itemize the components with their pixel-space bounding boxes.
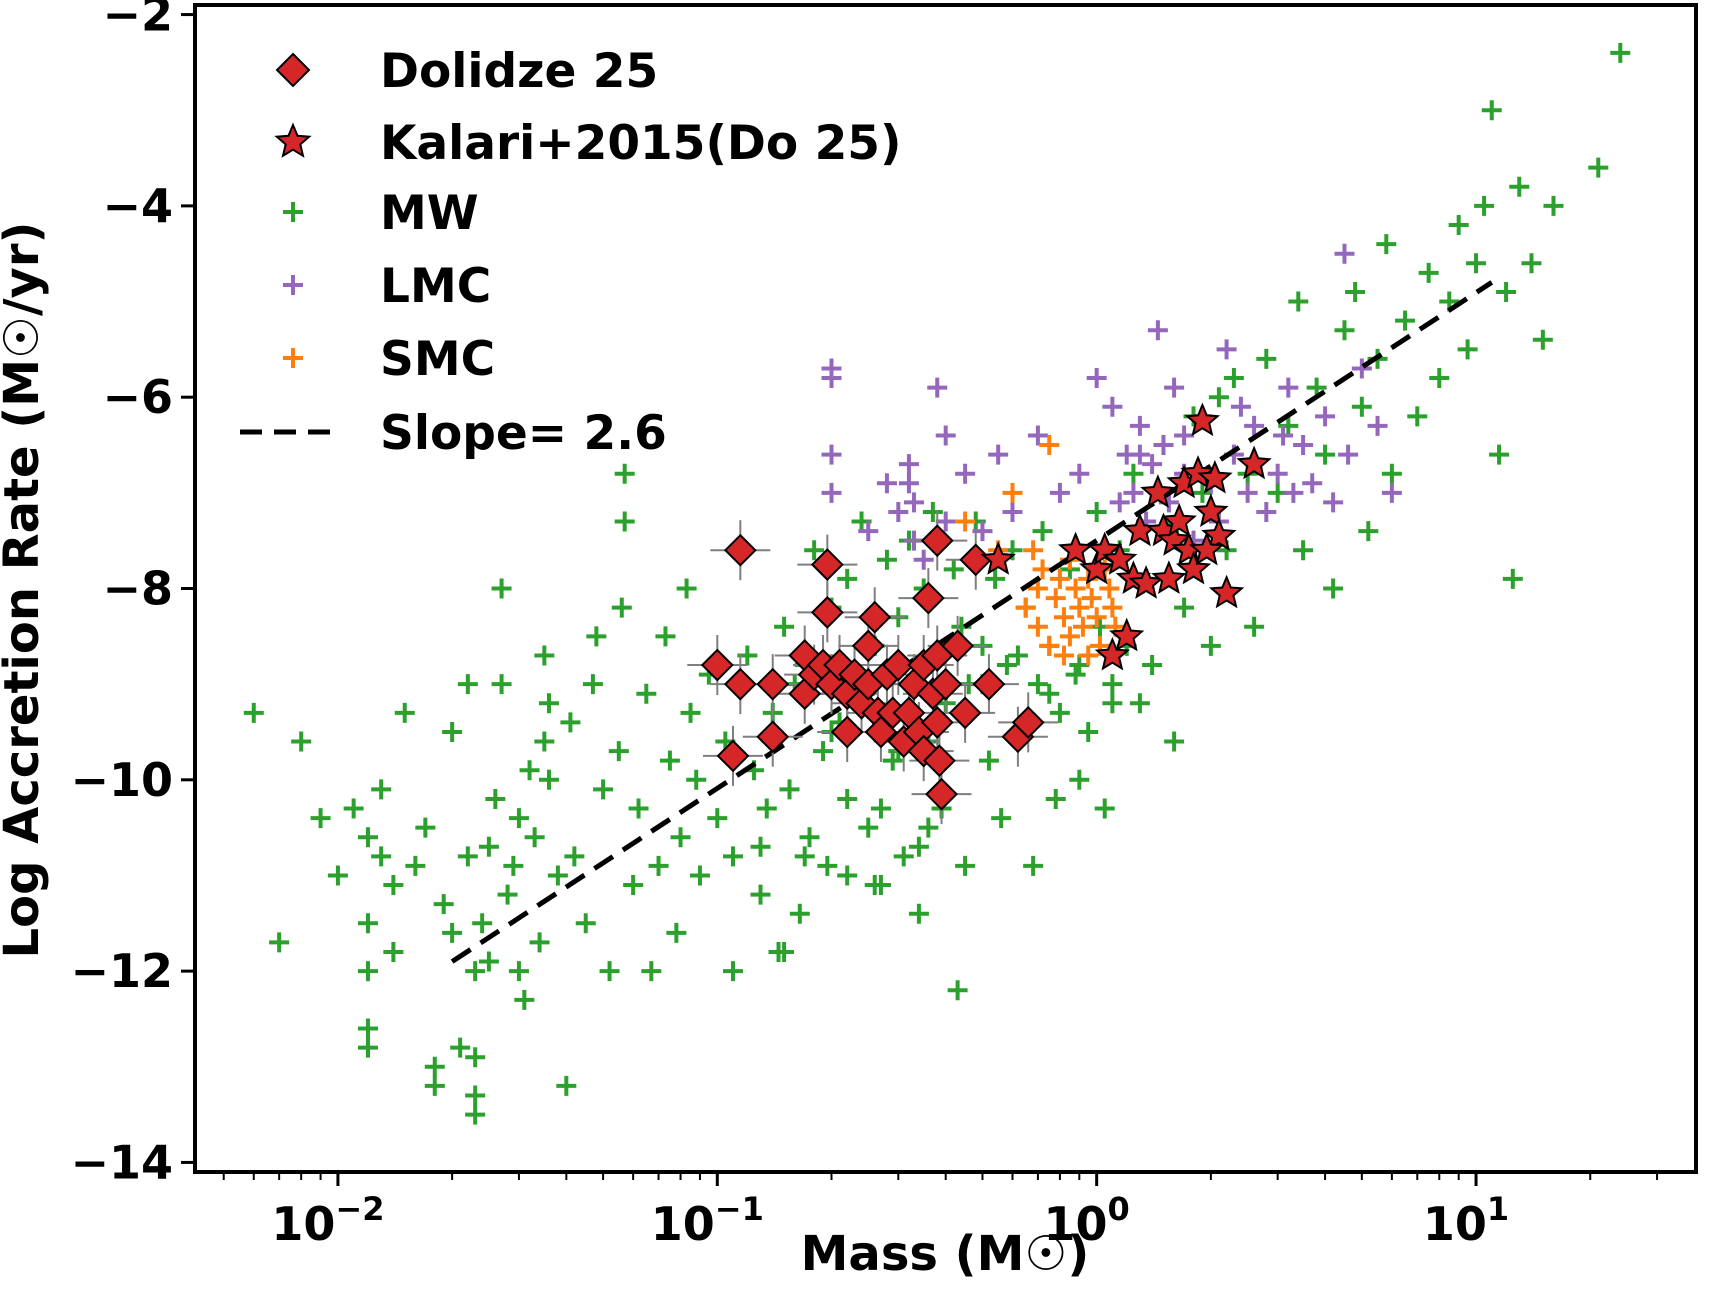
- legend-label-lmc: LMC: [380, 259, 491, 314]
- y-tick-label: −12: [70, 944, 173, 998]
- legend-label-smc: SMC: [380, 332, 495, 387]
- y-axis-label: Log Accretion Rate (M☉/yr): [0, 222, 50, 959]
- legend-label-mw: MW: [380, 186, 479, 241]
- legend-label-kalari-2015-do-25: Kalari+2015(Do 25): [380, 116, 901, 171]
- y-tick-label: −10: [70, 753, 173, 807]
- y-tick-label: −8: [102, 562, 173, 616]
- scatter-chart: 10−2 10−1 100 101−2−4−6−8−10−12−14 Mass (M☉…: [0, 0, 1723, 1293]
- y-tick-label: −14: [70, 1135, 173, 1189]
- legend-label-dolidze-25: Dolidze 25: [380, 44, 658, 99]
- x-axis-label: Mass (M☉): [801, 1226, 1090, 1282]
- y-tick-label: −4: [102, 179, 173, 233]
- y-tick-label: −2: [102, 0, 173, 42]
- y-tick-label: −6: [102, 370, 173, 424]
- legend-label-slope-2-6: Slope= 2.6: [380, 406, 667, 461]
